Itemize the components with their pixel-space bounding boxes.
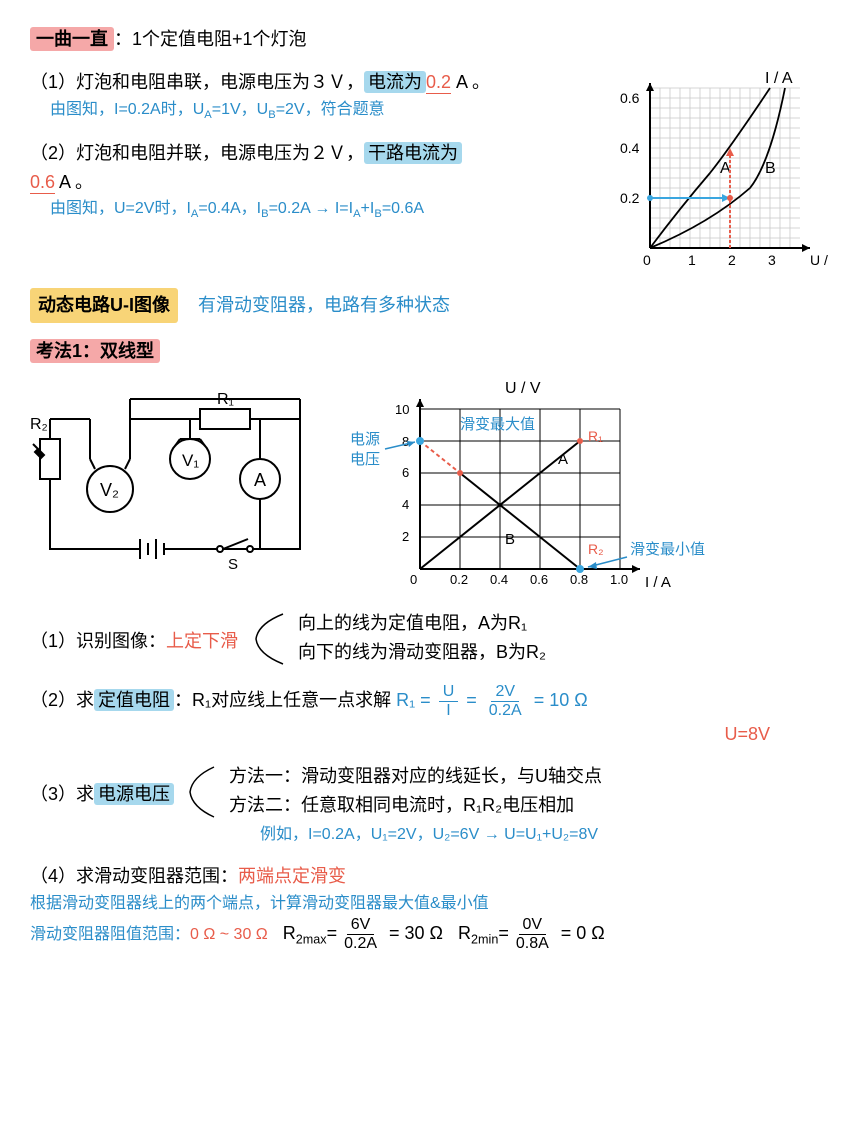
chart2-left1: 电源 bbox=[350, 431, 380, 448]
q1: （1）灯泡和电阻串联，电源电压为３Ｖ，电流为0.2 A 。 由图知，I=0.2A… bbox=[30, 68, 600, 125]
xtick: 3 bbox=[768, 252, 776, 268]
p4-key: 两端点定滑变 bbox=[238, 866, 346, 886]
bracket-icon bbox=[184, 762, 219, 822]
chart1-xlabel: U / V bbox=[810, 252, 830, 268]
q1-note: 由图知，I=0.2A时，UA=1V，UB=2V，符合题意 bbox=[30, 97, 600, 125]
xtick: 2 bbox=[728, 252, 736, 268]
p2-key: 定值电阻 bbox=[94, 689, 174, 711]
p3-m2-note: 例如，I=0.2A，U₁=2V，U₂=6V → U=U₁+U₂=8V bbox=[30, 822, 830, 848]
ytick: 0.2 bbox=[620, 190, 640, 206]
ytick: 0.6 bbox=[620, 90, 640, 106]
p1-l1b: 向下的线为滑动变阻器，B为R₂ bbox=[298, 638, 546, 667]
xtick: 0.8 bbox=[570, 572, 588, 587]
title-2-note: 有滑动变阻器，电路有多种状态 bbox=[198, 295, 450, 315]
p3: （3）求电源电压 方法一：滑动变阻器对应的线延长，与U轴交点 方法二：任意取相同… bbox=[30, 762, 830, 848]
chart2-r1: R₁ bbox=[588, 428, 603, 444]
xtick: 0.6 bbox=[530, 572, 548, 587]
xtick: 1.0 bbox=[610, 572, 628, 587]
q2-prefix: （2）灯泡和电阻并联，电源电压为２Ｖ， bbox=[30, 143, 364, 163]
p1-label: （1）识别图像： bbox=[30, 631, 166, 651]
p4-f1r: = 30 Ω bbox=[384, 923, 443, 943]
p2-label: （2）求 bbox=[30, 690, 94, 710]
chart2-a: A bbox=[558, 451, 568, 468]
p3-m2: 方法二：任意取相同电流时，R₁R₂电压相加 bbox=[229, 791, 602, 820]
p4-f2d: 0.8A bbox=[512, 935, 553, 953]
label-b: B bbox=[765, 160, 776, 177]
chart2-xlabel: I / A bbox=[645, 574, 671, 591]
ytick: 6 bbox=[402, 465, 409, 480]
title1-tag: 一曲一直 bbox=[30, 27, 114, 51]
ytick: 10 bbox=[395, 402, 409, 417]
p4: （4）求滑动变阻器范围：两端点定滑变 根据滑动变阻器线上的两个端点，计算滑动变阻… bbox=[30, 862, 830, 953]
ytick: 4 bbox=[402, 497, 409, 512]
p1-l1a: 向上的线为定值电阻，A为R₁ bbox=[298, 609, 546, 638]
p2-den1: I bbox=[442, 702, 454, 720]
p1: （1）识别图像：上定下滑 向上的线为定值电阻，A为R₁ 向下的线为滑动变阻器，B… bbox=[30, 609, 830, 669]
chart-1: I / A 0 1 2 3 U / V 0.2 0.4 0.6 A B bbox=[610, 68, 830, 288]
p4-f2r: = 0 Ω bbox=[556, 923, 605, 943]
q2-ans: 0.6 bbox=[30, 172, 55, 194]
circuit-r1: R₁ bbox=[217, 391, 234, 408]
title-1: 一曲一直：1个定值电阻+1个灯泡 bbox=[30, 25, 830, 54]
q1-prefix: （1）灯泡和电阻串联，电源电压为３Ｖ， bbox=[30, 72, 364, 92]
chart2-right: 滑变最小值 bbox=[630, 541, 705, 558]
xtick: 1 bbox=[688, 252, 696, 268]
p2-result: = 10 Ω bbox=[534, 690, 588, 710]
p4-label: （4）求滑动变阻器范围： bbox=[30, 866, 238, 886]
p4-l1: 根据滑动变阻器线上的两个端点，计算滑动变阻器最大值&最小值 bbox=[30, 891, 830, 917]
chart2-left2: 电压 bbox=[350, 451, 380, 468]
q2: （2）灯泡和电阻并联，电源电压为２Ｖ，干路电流为 0.6 A 。 由图知，U=2… bbox=[30, 139, 600, 225]
p2-num1: U bbox=[439, 683, 459, 702]
title1-rest: ：1个定值电阻+1个灯泡 bbox=[114, 29, 307, 49]
title-3: 考法1：双线型 bbox=[30, 339, 160, 363]
p3-m1: 方法一：滑动变阻器对应的线延长，与U轴交点 bbox=[229, 762, 602, 791]
title-2: 动态电路U-I图像 bbox=[30, 288, 178, 323]
p2-extra: U=8V bbox=[724, 724, 770, 744]
p4-f1n: 6V bbox=[347, 916, 375, 935]
title-3-row: 考法1：双线型 bbox=[30, 337, 830, 366]
p4-f1d: 0.2A bbox=[340, 935, 381, 953]
circuit-s: S bbox=[228, 556, 238, 573]
chart2-ylabel: U / V bbox=[505, 380, 541, 397]
chart2-r2: R₂ bbox=[588, 541, 604, 557]
circuit-v2: V₂ bbox=[100, 480, 119, 500]
circuit-a: A bbox=[254, 470, 266, 490]
ytick: 0.4 bbox=[620, 140, 640, 156]
title-2-row: 动态电路U-I图像 有滑动变阻器，电路有多种状态 bbox=[30, 288, 830, 323]
chart2-top: 滑变最大值 bbox=[460, 416, 535, 433]
svg-text:0: 0 bbox=[643, 252, 651, 268]
circuit-r2: R₂ bbox=[30, 416, 48, 433]
p3-key: 电源电压 bbox=[94, 783, 174, 805]
p2: （2）求定值电阻：R₁对应线上任意一点求解 R₁ = UI = 2V0.2A =… bbox=[30, 683, 830, 748]
circuit-chart-row: R₁ R₂ V₂ V₁ A S U / V 0 0.2 0.4 0.6 0.8 bbox=[30, 379, 830, 609]
p4-f2n: 0V bbox=[519, 916, 547, 935]
chart2-b: B bbox=[505, 531, 515, 548]
chart-2: U / V 0 0.2 0.4 0.6 0.8 1.0 I / A 2 4 6 … bbox=[330, 379, 760, 609]
ytick: 2 bbox=[402, 529, 409, 544]
p4-l2b: 0 Ω ~ 30 Ω bbox=[190, 926, 268, 943]
svg-text:0: 0 bbox=[410, 572, 417, 587]
p2-rest: ：R₁对应线上任意一点求解 bbox=[174, 690, 391, 710]
p4-l2a: 滑动变阻器阻值范围： bbox=[30, 926, 190, 943]
q1-ans: 0.2 bbox=[426, 72, 451, 94]
p2-num2: 2V bbox=[491, 683, 519, 702]
xtick: 0.2 bbox=[450, 572, 468, 587]
section-qa-chart: （1）灯泡和电阻串联，电源电压为３Ｖ，电流为0.2 A 。 由图知，I=0.2A… bbox=[30, 68, 830, 288]
p2-den2: 0.2A bbox=[485, 702, 526, 720]
q1-suffix: A 。 bbox=[451, 72, 490, 92]
p3-label: （3）求 bbox=[30, 784, 94, 804]
q2-note: 由图知，U=2V时，IA=0.4A，IB=0.2A → I=IA+IB=0.6A bbox=[30, 196, 600, 224]
q2-hl: 干路电流为 bbox=[364, 142, 462, 164]
q2-suffix: A 。 bbox=[55, 172, 93, 192]
q1-hl: 电流为 bbox=[364, 71, 426, 93]
circuit-diagram: R₁ R₂ V₂ V₁ A S bbox=[30, 379, 320, 579]
bracket-icon bbox=[248, 609, 288, 669]
xtick: 0.4 bbox=[490, 572, 508, 587]
chart1-ylabel: I / A bbox=[765, 70, 793, 87]
p1-key: 上定下滑 bbox=[166, 631, 238, 651]
circuit-v1: V₁ bbox=[182, 451, 199, 470]
